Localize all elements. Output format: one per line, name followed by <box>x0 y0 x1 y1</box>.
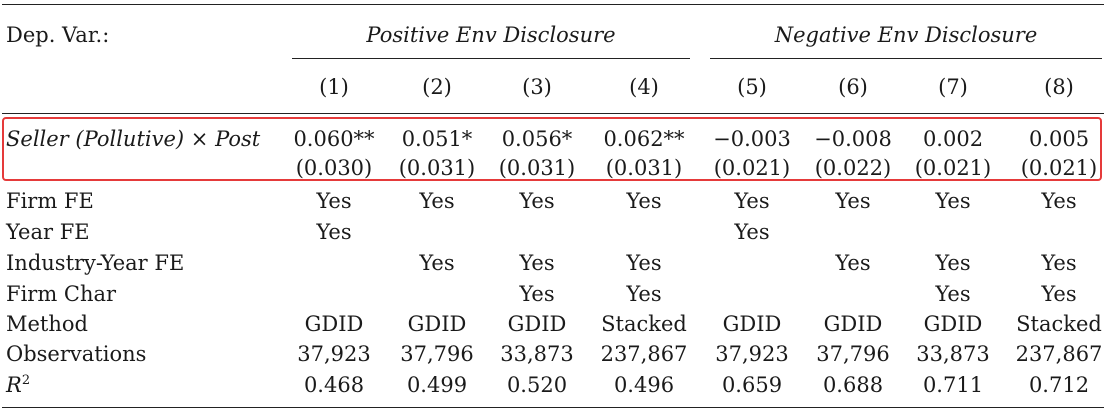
dep-var-label: Dep. Var.: <box>6 23 110 47</box>
table-cell: Yes <box>734 189 770 213</box>
column-number: (1) <box>319 75 349 99</box>
standard-error-cell: (0.031) <box>498 156 576 180</box>
column-number: (6) <box>838 75 868 99</box>
column-number: (4) <box>629 75 659 99</box>
group-header-negative: Negative Env Disclosure <box>774 23 1038 47</box>
table-cell: Yes <box>419 189 455 213</box>
key-row-label: Seller (Pollutive) × Post <box>6 126 260 152</box>
r2-cell: 0.712 <box>1028 373 1090 397</box>
standard-error-cell: (0.030) <box>295 156 373 180</box>
column-number: (7) <box>938 75 968 99</box>
table-cell: Yes <box>626 251 662 275</box>
coefficient-cell: 0.002 <box>922 127 984 151</box>
table-cell: GDID <box>923 312 983 336</box>
group-header-positive: Positive Env Disclosure <box>366 23 616 47</box>
column-number: (8) <box>1044 75 1074 99</box>
table-cell: GDID <box>722 312 782 336</box>
table-cell: Yes <box>626 282 662 306</box>
table-cell: 237,867 <box>600 342 688 366</box>
table-cell: GDID <box>407 312 467 336</box>
table-cell: Stacked <box>601 312 687 336</box>
key-label-times: × <box>190 127 209 151</box>
table-cell: GDID <box>507 312 567 336</box>
key-label-seller: Seller (Pollutive) <box>6 127 185 151</box>
key-label-post: Post <box>215 127 261 151</box>
group-rule-positive <box>292 58 690 59</box>
table-cell: Yes <box>734 220 770 244</box>
table-cell: Yes <box>1041 282 1077 306</box>
bottom-rule <box>2 407 1104 408</box>
coefficient-cell: 0.060** <box>293 127 375 151</box>
coefficient-cell: −0.008 <box>814 127 892 151</box>
table-cell: Yes <box>316 220 352 244</box>
row-label: Firm FE <box>6 189 94 213</box>
r2-cell: 0.659 <box>721 373 783 397</box>
table-cell: Yes <box>935 189 971 213</box>
row-label: Industry-Year FE <box>6 251 185 275</box>
table-cell: Yes <box>835 251 871 275</box>
standard-error-cell: (0.021) <box>713 156 791 180</box>
r2-label: R2 <box>6 372 30 398</box>
r2-cell: 0.468 <box>303 373 365 397</box>
table-cell: Yes <box>626 189 662 213</box>
header-rule <box>2 113 1104 114</box>
table-cell: Yes <box>519 251 555 275</box>
coefficient-cell: 0.062** <box>603 127 685 151</box>
table-cell: Yes <box>419 251 455 275</box>
table-cell: Yes <box>1041 189 1077 213</box>
table-cell: Yes <box>519 189 555 213</box>
column-number: (2) <box>422 75 452 99</box>
table-cell: 37,923 <box>715 342 789 366</box>
r2-label-sup: 2 <box>21 373 31 388</box>
row-label: Observations <box>6 342 147 366</box>
r2-cell: 0.499 <box>406 373 468 397</box>
row-label: Year FE <box>6 220 90 244</box>
table-cell: Yes <box>935 251 971 275</box>
top-rule <box>2 4 1104 5</box>
table-cell: Yes <box>1041 251 1077 275</box>
standard-error-cell: (0.022) <box>814 156 892 180</box>
standard-error-cell: (0.021) <box>1020 156 1098 180</box>
table-cell: GDID <box>823 312 883 336</box>
standard-error-cell: (0.031) <box>398 156 476 180</box>
coefficient-cell: 0.005 <box>1028 127 1090 151</box>
highlight-box <box>2 117 1102 181</box>
r2-cell: 0.520 <box>506 373 568 397</box>
r2-cell: 0.688 <box>822 373 884 397</box>
table-cell: Yes <box>835 189 871 213</box>
table-cell: Yes <box>519 282 555 306</box>
r2-cell: 0.496 <box>613 373 675 397</box>
row-label: Firm Char <box>6 282 117 306</box>
group-rule-negative <box>710 58 1102 59</box>
standard-error-cell: (0.021) <box>914 156 992 180</box>
coefficient-cell: 0.056* <box>501 127 573 151</box>
table-cell: 37,796 <box>400 342 474 366</box>
standard-error-cell: (0.031) <box>605 156 683 180</box>
table-cell: Yes <box>935 282 971 306</box>
table-cell: Yes <box>316 189 352 213</box>
table-cell: 33,873 <box>916 342 990 366</box>
column-number: (3) <box>522 75 552 99</box>
table-cell: 33,873 <box>500 342 574 366</box>
coefficient-cell: 0.051* <box>401 127 473 151</box>
row-label: Method <box>6 312 88 336</box>
coefficient-cell: −0.003 <box>713 127 791 151</box>
table-cell: 37,923 <box>297 342 371 366</box>
r2-cell: 0.711 <box>922 373 984 397</box>
table-cell: 237,867 <box>1015 342 1103 366</box>
table-cell: Stacked <box>1016 312 1102 336</box>
table-cell: 37,796 <box>816 342 890 366</box>
table-cell: GDID <box>304 312 364 336</box>
r2-label-base: R <box>6 373 22 397</box>
column-number: (5) <box>737 75 767 99</box>
